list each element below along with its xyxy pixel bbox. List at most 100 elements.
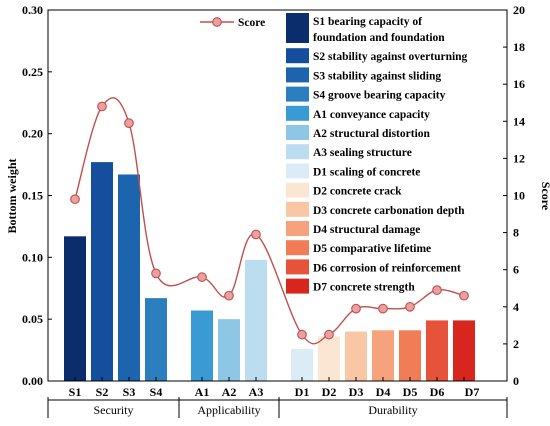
x-tick-label-d1: D1: [295, 385, 310, 399]
group-label-durability: Durability: [368, 403, 417, 417]
bar-s2: [91, 162, 113, 381]
legend-swatch-1: [286, 13, 309, 43]
y-tick-label: 0.15: [22, 189, 43, 203]
legend-swatch-7: [286, 144, 309, 160]
legend-swatch-8: [286, 163, 309, 179]
x-tick-label-s3: S3: [123, 385, 136, 399]
y2-tick-label: 10: [513, 189, 525, 203]
group-label-applicability: Applicability: [197, 403, 260, 417]
y2-tick-label: 0: [513, 374, 519, 388]
legend-score-marker: [212, 17, 222, 27]
group-axis: Security Applicability Durability: [47, 397, 508, 418]
bar-d7: [453, 320, 475, 381]
y2-axis-label: Score: [539, 182, 550, 211]
score-point-a2: [224, 290, 234, 301]
legend-swatch-6: [286, 125, 309, 140]
bar-d5: [399, 330, 421, 381]
score-point-d2: [324, 329, 334, 340]
y2-tick-label: 18: [513, 40, 525, 54]
x-tick-label-d2: D2: [322, 385, 337, 399]
y2-tick-label: 2: [513, 337, 519, 351]
x-tick-label-d6: D6: [430, 385, 445, 399]
y-tick-label: 0.30: [22, 3, 43, 17]
group-label-security: Security: [94, 403, 134, 417]
legend-entry-text: S2 stability against overturning: [313, 51, 468, 63]
score-point-d3: [351, 303, 361, 314]
score-point-s2: [97, 101, 107, 112]
legend-entry-text: S3 stability against sliding: [313, 70, 441, 82]
y-tick-label: 0.20: [22, 127, 43, 141]
y2-tick-label: 6: [513, 263, 519, 277]
x-tick-label-s4: S4: [150, 385, 163, 399]
y-axis-label: Bottom weight: [5, 159, 19, 234]
bar-d2: [318, 336, 340, 381]
x-tick-label-a3: A3: [249, 385, 264, 399]
y-tick-label: 0.25: [22, 65, 43, 79]
x-tick-label-s1: S1: [69, 385, 82, 399]
score-point-s3: [124, 118, 134, 129]
legend-entry-text: D7 concrete strength: [313, 282, 415, 294]
bar-s3: [118, 174, 140, 381]
axes-layer: 0.00 0.05 0.10 0.15 0.20 0.25 0.30 0 2 4 6 8 10 12 14 1…: [22, 3, 525, 399]
legend-entry-text: D2 concrete crack: [313, 186, 402, 198]
legend-entry-text: D5 comparative lifetime: [313, 243, 431, 255]
legend-entry-text: S1 bearing capacity of: [313, 16, 422, 28]
score-point-a1: [197, 272, 207, 282]
legend-score-label: Score: [238, 17, 265, 29]
legend-swatch-3: [286, 67, 309, 83]
score-point-d4: [378, 303, 388, 314]
y-tick-label: 0.00: [22, 374, 43, 388]
legend-entry-text: D3 concrete carbonation depth: [313, 205, 465, 217]
y2-tick-label: 14: [513, 114, 525, 128]
legend-swatch-5: [286, 105, 309, 121]
score-point-d6: [432, 285, 442, 295]
legend-swatch-14: [286, 278, 309, 294]
legend-entry-text: A1 conveyance capacity: [313, 109, 430, 121]
score-point-s4: [151, 268, 161, 279]
score-point-a3: [251, 229, 261, 240]
bar-a3: [245, 259, 267, 381]
legend-entry-text: foundation and foundation: [313, 32, 445, 44]
legend-swatch-9: [286, 182, 309, 198]
x-tick-label-a2: A2: [222, 385, 237, 399]
bar-a1: [191, 310, 213, 381]
legend-entry-text: D6 corrosion of reinforcement: [313, 262, 461, 274]
bar-s1: [64, 236, 86, 381]
y2-tick-label: 4: [513, 300, 519, 314]
x-tick-label-d3: D3: [349, 385, 364, 399]
legend-entry-text: D4 structural damage: [313, 224, 420, 236]
x-tick-label-s2: S2: [96, 385, 109, 399]
y2-tick-label: 8: [513, 226, 519, 240]
legend-swatch-13: [286, 259, 309, 275]
legend-entry-text: A2 structural distortion: [313, 128, 431, 140]
y2-tick-label: 20: [513, 3, 525, 17]
score-point-d5: [405, 301, 415, 312]
score-line-layer: [70, 97, 469, 345]
bar-d6: [426, 320, 448, 381]
y2-tick-label: 12: [513, 151, 525, 165]
bar-a2: [218, 319, 240, 381]
legend-swatch-11: [286, 221, 309, 236]
score-point-s1: [70, 194, 80, 205]
legend-entry-text: D1 scaling of concrete: [313, 166, 420, 178]
bars-layer: [64, 162, 475, 381]
legend-swatch-12: [286, 240, 309, 256]
score-point-d7: [459, 290, 469, 301]
score-point-d1: [297, 329, 307, 340]
legend-swatch-2: [286, 48, 309, 64]
legend-entry-text: A3 sealing structure: [313, 147, 412, 159]
y-tick-label: 0.10: [22, 250, 43, 264]
x-tick-label-d7: D7: [465, 385, 480, 399]
x-tick-label-d4: D4: [376, 385, 391, 399]
legend: Score S1 bearing capacity of foundation an…: [200, 13, 468, 294]
bar-d4: [372, 330, 394, 381]
bar-s4: [145, 298, 167, 381]
legend-swatch-4: [286, 86, 309, 102]
legend-swatch-10: [286, 201, 309, 217]
bar-d3: [345, 331, 367, 381]
y-tick-label: 0.05: [22, 312, 43, 326]
legend-entry-text: S4 groove bearing capacity: [313, 90, 446, 102]
x-tick-label-a1: A1: [195, 385, 210, 399]
y2-tick-label: 16: [513, 77, 525, 91]
